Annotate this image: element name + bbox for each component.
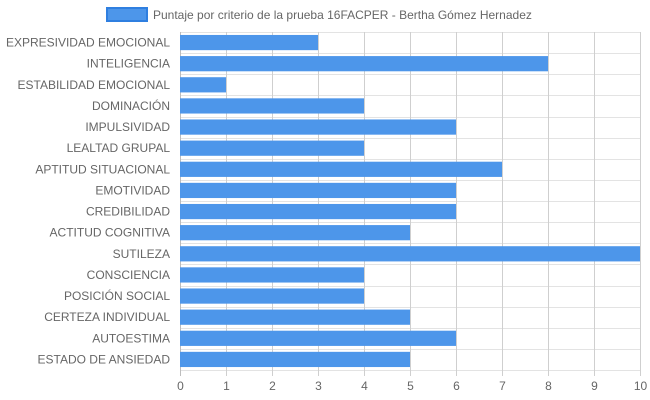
category-label: POSICIÓN SOCIAL [64,288,170,303]
x-axis-tick-labels: 0 1 2 3 4 5 6 7 8 9 10 [177,379,647,393]
category-label: CERTEZA INDIVIDUAL [44,310,170,324]
bar[interactable] [180,77,226,93]
category-label: EXPRESIVIDAD EMOCIONAL [6,36,170,50]
bar[interactable] [180,161,502,177]
category-label: CREDIBILIDAD [86,205,170,219]
bar[interactable] [180,56,548,72]
x-tick-label: 10 [634,379,648,393]
category-label: EMOTIVIDAD [95,183,170,197]
legend-swatch [106,7,148,22]
x-tick-label: 1 [223,379,230,393]
bar[interactable] [180,119,456,135]
category-label: SUTILEZA [113,247,170,261]
bar[interactable] [180,351,410,368]
x-tick-label: 2 [269,379,276,393]
bar[interactable] [180,288,364,304]
x-tick-label: 9 [591,379,598,393]
bar[interactable] [180,203,456,220]
x-tick-label: 7 [499,379,506,393]
bar[interactable] [180,225,410,241]
category-label: INTELIGENCIA [87,57,170,71]
x-tick-label: 8 [545,379,552,393]
category-label: DOMINACIÓN [92,98,170,113]
bars [180,34,640,368]
bar[interactable] [180,182,456,199]
x-tick-label: 3 [315,379,322,393]
bar[interactable] [180,34,318,51]
bar[interactable] [180,246,640,262]
x-tick-label: 0 [177,379,184,393]
bar[interactable] [180,267,364,283]
bar[interactable] [180,330,456,346]
bar[interactable] [180,98,364,114]
category-label: CONSCIENCIA [87,268,170,282]
category-label: LEALTAD GRUPAL [67,141,171,155]
category-label: ESTADO DE ANSIEDAD [38,352,171,366]
category-label: AUTOESTIMA [92,331,170,345]
bar[interactable] [180,140,364,156]
legend-label: Puntaje por criterio de la prueba 16FACP… [153,8,532,22]
x-tick-label: 6 [453,379,460,393]
category-label: APTITUD SITUACIONAL [35,162,170,176]
category-label: ESTABILIDAD EMOCIONAL [18,78,171,92]
legend[interactable]: Puntaje por criterio de la prueba 16FACP… [106,7,532,22]
category-label: IMPULSIVIDAD [85,120,170,134]
bar[interactable] [180,309,410,325]
x-tick-label: 5 [407,379,414,393]
x-tick-label: 4 [361,379,368,393]
category-label: ACTITUD COGNITIVA [50,226,170,240]
category-labels: EXPRESIVIDAD EMOCIONAL INTELIGENCIA ESTABI… [6,36,170,367]
